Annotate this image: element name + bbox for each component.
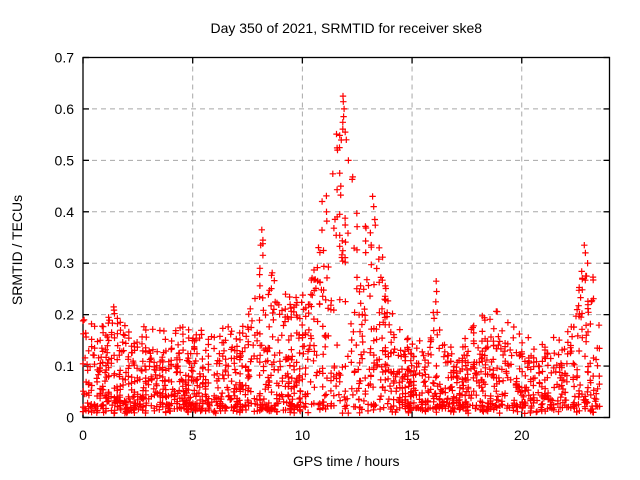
x-tick-label: 15 <box>404 427 420 443</box>
y-tick-label: 0.7 <box>55 50 75 66</box>
y-tick-label: 0.6 <box>55 101 75 117</box>
y-tick-label: 0.2 <box>55 307 75 323</box>
y-tick-label: 0.3 <box>55 255 75 271</box>
y-tick-label: 0.4 <box>55 204 75 220</box>
data-points-layer <box>79 92 603 417</box>
chart-title: Day 350 of 2021, SRMTID for receiver ske… <box>210 20 482 36</box>
plot-border <box>82 56 611 419</box>
x-tick-label: 10 <box>295 427 311 443</box>
y-tick-label: 0.5 <box>55 152 75 168</box>
x-axis-label: GPS time / hours <box>293 453 400 469</box>
y-axis-label: SRMTID / TECUs <box>9 195 25 305</box>
plot-frame-and-ticks <box>82 56 611 419</box>
x-tick-label: 20 <box>514 427 530 443</box>
y-tick-label: 0.1 <box>55 358 75 374</box>
scatter-points <box>79 92 603 417</box>
x-tick-label: 0 <box>79 427 87 443</box>
tick-labels: 0 5 10 15 20 0 0.1 0.2 0.3 0.4 0.5 0.6 0.7 <box>55 50 530 444</box>
x-tick-label: 5 <box>189 427 197 443</box>
y-tick-label: 0 <box>66 410 74 426</box>
